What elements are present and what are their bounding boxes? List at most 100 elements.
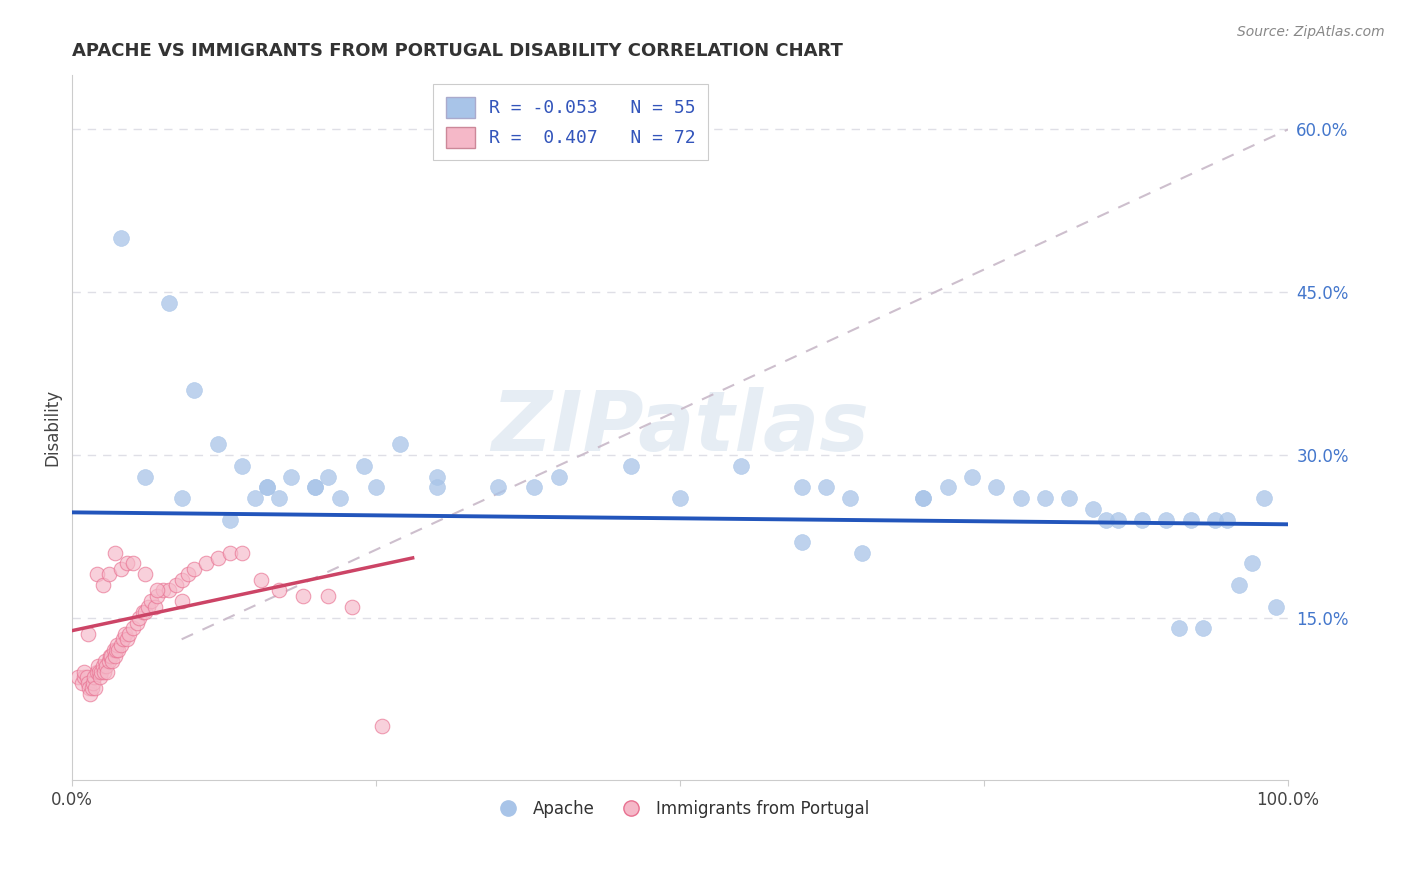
- Point: [165, 578, 187, 592]
- Point: [79, 686, 101, 700]
- Point: [170, 491, 193, 506]
- Legend: Apache, Immigrants from Portugal: Apache, Immigrants from Portugal: [484, 794, 876, 825]
- Y-axis label: Disability: Disability: [44, 389, 60, 467]
- Point: [1107, 513, 1129, 527]
- Point: [87, 659, 110, 673]
- Point: [620, 458, 643, 473]
- Point: [159, 296, 181, 310]
- Point: [110, 638, 132, 652]
- Point: [256, 480, 278, 494]
- Point: [80, 681, 103, 695]
- Point: [83, 670, 105, 684]
- Point: [134, 567, 156, 582]
- Point: [1216, 513, 1239, 527]
- Point: [67, 670, 90, 684]
- Point: [134, 469, 156, 483]
- Point: [141, 594, 163, 608]
- Point: [86, 567, 108, 582]
- Point: [101, 654, 124, 668]
- Point: [94, 654, 117, 668]
- Point: [114, 627, 136, 641]
- Point: [1010, 491, 1032, 506]
- Point: [1180, 513, 1202, 527]
- Point: [219, 545, 242, 559]
- Point: [112, 632, 135, 647]
- Point: [340, 599, 363, 614]
- Point: [159, 583, 181, 598]
- Point: [84, 681, 107, 695]
- Point: [110, 231, 132, 245]
- Point: [960, 469, 983, 483]
- Point: [256, 480, 278, 494]
- Point: [73, 665, 96, 679]
- Point: [146, 589, 169, 603]
- Point: [91, 578, 114, 592]
- Point: [936, 480, 959, 494]
- Point: [790, 480, 813, 494]
- Point: [304, 480, 326, 494]
- Point: [986, 480, 1008, 494]
- Point: [97, 567, 120, 582]
- Point: [86, 665, 108, 679]
- Point: [366, 480, 388, 494]
- Point: [183, 562, 205, 576]
- Point: [730, 458, 752, 473]
- Point: [1057, 491, 1080, 506]
- Text: ZIPatlas: ZIPatlas: [491, 387, 869, 468]
- Point: [207, 550, 229, 565]
- Point: [304, 480, 326, 494]
- Point: [170, 573, 193, 587]
- Text: Source: ZipAtlas.com: Source: ZipAtlas.com: [1237, 25, 1385, 39]
- Point: [96, 665, 118, 679]
- Point: [912, 491, 935, 506]
- Point: [104, 545, 127, 559]
- Point: [152, 583, 174, 598]
- Point: [1204, 513, 1226, 527]
- Point: [89, 670, 111, 684]
- Point: [267, 583, 290, 598]
- Point: [371, 719, 394, 733]
- Point: [1167, 622, 1189, 636]
- Point: [790, 534, 813, 549]
- Point: [115, 557, 138, 571]
- Point: [96, 659, 118, 673]
- Point: [1094, 513, 1116, 527]
- Point: [814, 480, 837, 494]
- Point: [1156, 513, 1178, 527]
- Point: [912, 491, 935, 506]
- Point: [110, 562, 132, 576]
- Point: [146, 583, 169, 598]
- Point: [1264, 599, 1286, 614]
- Point: [426, 480, 449, 494]
- Point: [280, 469, 302, 483]
- Point: [1227, 578, 1250, 592]
- Point: [115, 632, 138, 647]
- Point: [87, 665, 110, 679]
- Point: [70, 675, 93, 690]
- Point: [1083, 502, 1105, 516]
- Point: [839, 491, 862, 506]
- Point: [1192, 622, 1215, 636]
- Text: APACHE VS IMMIGRANTS FROM PORTUGAL DISABILITY CORRELATION CHART: APACHE VS IMMIGRANTS FROM PORTUGAL DISAB…: [72, 42, 844, 60]
- Point: [91, 659, 114, 673]
- Point: [125, 615, 148, 630]
- Point: [353, 458, 375, 473]
- Point: [523, 480, 546, 494]
- Point: [122, 557, 145, 571]
- Point: [851, 545, 873, 559]
- Point: [316, 589, 339, 603]
- Point: [207, 437, 229, 451]
- Point: [1130, 513, 1153, 527]
- Point: [547, 469, 569, 483]
- Point: [132, 605, 155, 619]
- Point: [1253, 491, 1275, 506]
- Point: [1033, 491, 1056, 506]
- Point: [669, 491, 692, 506]
- Point: [105, 643, 128, 657]
- Point: [243, 491, 266, 506]
- Point: [183, 383, 205, 397]
- Point: [76, 670, 98, 684]
- Point: [73, 670, 96, 684]
- Point: [249, 573, 271, 587]
- Point: [100, 648, 122, 663]
